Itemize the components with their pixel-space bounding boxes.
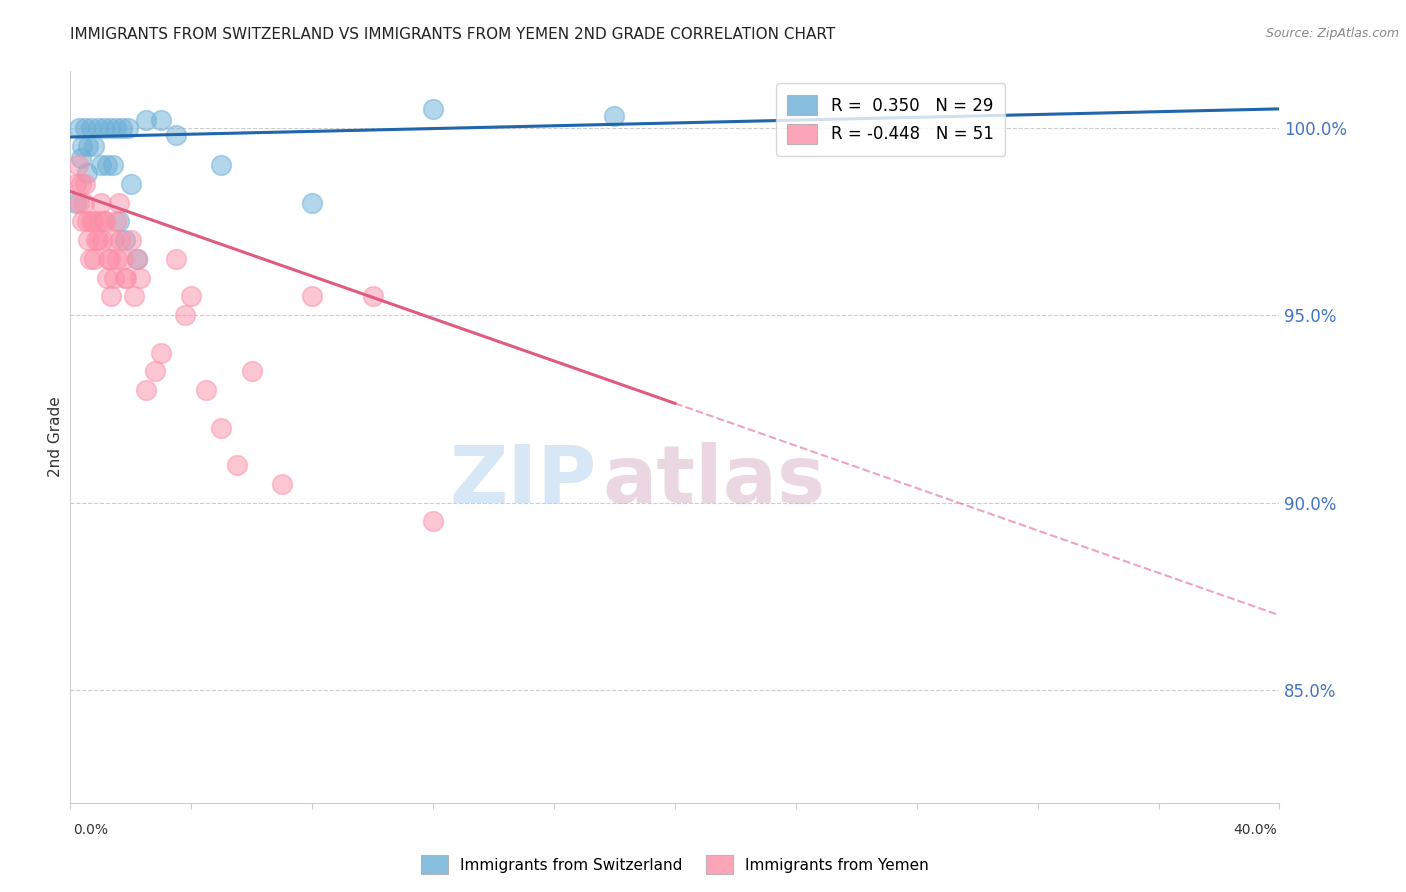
Point: [117, 120, 139, 135]
Text: atlas: atlas: [602, 442, 825, 520]
Point: [195, 383, 218, 397]
Point: [114, 233, 136, 247]
Point: [104, 120, 127, 135]
Point: [91, 233, 114, 247]
Point: [79, 252, 101, 266]
Point: [90, 158, 112, 172]
Point: [90, 195, 112, 210]
Point: [93, 214, 115, 228]
Point: [105, 252, 128, 266]
Legend: Immigrants from Switzerland, Immigrants from Yemen: Immigrants from Switzerland, Immigrants …: [415, 849, 935, 880]
Point: [115, 270, 138, 285]
Point: [112, 252, 135, 266]
Point: [107, 214, 129, 228]
Point: [100, 289, 122, 303]
Point: [84, 233, 107, 247]
Point: [150, 345, 173, 359]
Point: [65, 177, 87, 191]
Point: [211, 420, 233, 434]
Point: [301, 195, 323, 210]
Point: [72, 214, 94, 228]
Point: [93, 120, 115, 135]
Point: [80, 214, 103, 228]
Point: [97, 252, 120, 266]
Point: [66, 158, 89, 172]
Point: [135, 383, 157, 397]
Point: [125, 252, 148, 266]
Point: [271, 477, 294, 491]
Point: [65, 195, 87, 210]
Point: [240, 364, 263, 378]
Text: Source: ZipAtlas.com: Source: ZipAtlas.com: [1265, 27, 1399, 40]
Y-axis label: 2nd Grade: 2nd Grade: [48, 397, 63, 477]
Point: [361, 289, 384, 303]
Point: [96, 158, 118, 172]
Point: [225, 458, 247, 473]
Point: [75, 120, 97, 135]
Point: [67, 120, 90, 135]
Point: [87, 214, 110, 228]
Point: [94, 214, 117, 228]
Point: [125, 252, 148, 266]
Point: [120, 233, 142, 247]
Point: [211, 158, 233, 172]
Point: [76, 166, 98, 180]
Legend: R =  0.350   N = 29, R = -0.448   N = 51: R = 0.350 N = 29, R = -0.448 N = 51: [776, 83, 1005, 156]
Point: [77, 139, 100, 153]
Point: [128, 270, 150, 285]
Point: [603, 109, 626, 123]
Point: [104, 214, 127, 228]
Point: [82, 214, 104, 228]
Text: 40.0%: 40.0%: [1233, 823, 1277, 837]
Point: [67, 195, 90, 210]
Text: IMMIGRANTS FROM SWITZERLAND VS IMMIGRANTS FROM YEMEN 2ND GRADE CORRELATION CHART: IMMIGRANTS FROM SWITZERLAND VS IMMIGRANT…: [70, 27, 835, 42]
Point: [422, 102, 444, 116]
Point: [101, 158, 124, 172]
Point: [122, 289, 145, 303]
Point: [114, 270, 136, 285]
Point: [73, 195, 96, 210]
Point: [111, 120, 134, 135]
Point: [77, 233, 100, 247]
Point: [72, 139, 94, 153]
Point: [76, 214, 98, 228]
Point: [135, 113, 157, 128]
Point: [150, 113, 173, 128]
Point: [83, 139, 105, 153]
Point: [101, 233, 124, 247]
Point: [180, 289, 202, 303]
Point: [174, 308, 197, 322]
Point: [301, 289, 323, 303]
Point: [143, 364, 166, 378]
Text: 0.0%: 0.0%: [73, 823, 108, 837]
Point: [422, 515, 444, 529]
Point: [70, 177, 93, 191]
Point: [96, 270, 118, 285]
Point: [98, 120, 121, 135]
Point: [70, 151, 93, 165]
Point: [103, 270, 125, 285]
Point: [86, 120, 108, 135]
Point: [80, 120, 103, 135]
Point: [120, 177, 142, 191]
Point: [98, 252, 121, 266]
Point: [75, 177, 97, 191]
Point: [165, 128, 187, 142]
Text: ZIP: ZIP: [449, 442, 596, 520]
Point: [165, 252, 187, 266]
Point: [107, 195, 129, 210]
Point: [108, 233, 131, 247]
Point: [83, 252, 105, 266]
Point: [86, 233, 108, 247]
